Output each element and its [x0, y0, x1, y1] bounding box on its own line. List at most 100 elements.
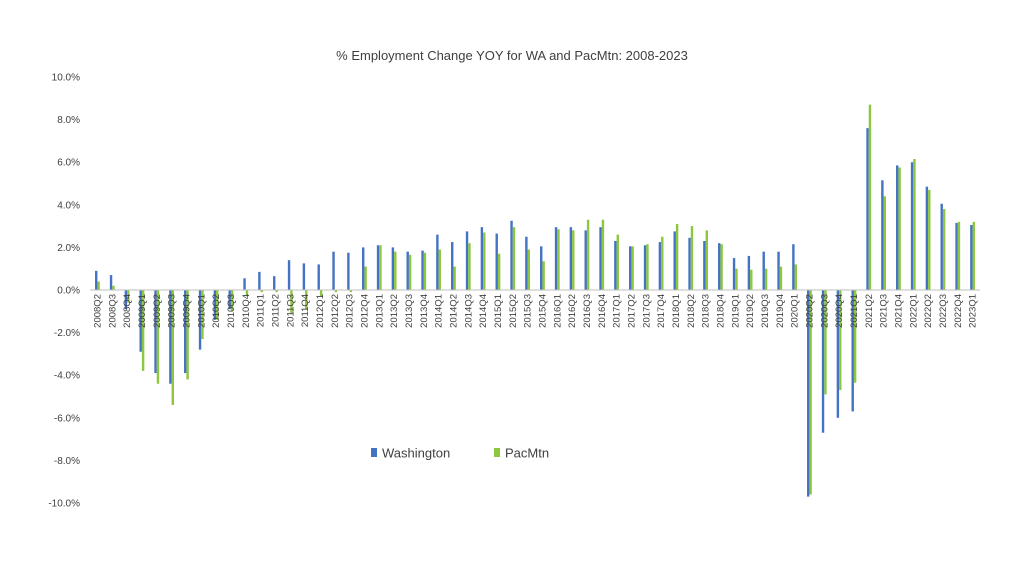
- x-tick-label: 2015Q4: [537, 294, 548, 328]
- bars: [95, 104, 975, 497]
- x-tick-label: 2011Q2: [270, 294, 281, 327]
- x-tick-label: 2020Q1: [790, 294, 801, 328]
- bar-pacmtn-2015q4: [542, 261, 545, 290]
- bar-pacmtn-2022q2: [928, 189, 931, 290]
- bar-washington-2009q2: [154, 290, 157, 374]
- bar-washington-2015q4: [540, 246, 543, 290]
- x-tick-label: 2022Q4: [953, 294, 964, 328]
- bar-pacmtn-2016q1: [557, 229, 560, 290]
- x-tick-label: 2008Q3: [107, 294, 118, 328]
- bar-washington-2009q4: [184, 290, 187, 374]
- legend-swatch-washington: [371, 448, 377, 457]
- bar-washington-2009q3: [169, 290, 172, 384]
- bar-pacmtn-2019q4: [779, 266, 783, 290]
- x-tick-label: 2010Q3: [226, 294, 237, 328]
- bar-pacmtn-2021q1: [853, 290, 857, 383]
- bar-pacmtn-2020q1: [794, 264, 797, 290]
- bar-pacmtn-2013q2: [394, 251, 397, 290]
- bar-washington-2020q2: [807, 290, 810, 497]
- bar-washington-2011q4: [302, 263, 306, 291]
- bar-washington-2018q4: [718, 243, 721, 290]
- x-tick-label: 2017Q3: [641, 294, 652, 328]
- bar-washington-2008q3: [109, 275, 113, 290]
- x-tick-label: 2016Q1: [552, 294, 563, 328]
- x-tick-label: 2011Q4: [300, 294, 311, 327]
- bar-pacmtn-2014q4: [483, 232, 486, 290]
- bar-washington-2012q1: [317, 264, 320, 290]
- bar-pacmtn-2010q4: [245, 290, 249, 297]
- bar-washington-2022q3: [940, 203, 943, 290]
- bar-washington-2010q3: [228, 290, 231, 310]
- bar-washington-2022q1: [910, 162, 914, 290]
- bar-pacmtn-2008q4: [127, 290, 130, 303]
- bar-pacmtn-2015q2: [512, 227, 516, 290]
- bar-washington-2014q2: [451, 242, 454, 290]
- x-tick-label: 2010Q4: [241, 294, 252, 328]
- x-tick-label: 2021Q1: [849, 294, 860, 328]
- bar-washington-2019q2: [747, 255, 751, 290]
- bar-pacmtn-2011q4: [305, 290, 308, 310]
- x-tick-label: 2012Q1: [315, 294, 326, 328]
- bar-pacmtn-2017q2: [631, 246, 634, 290]
- bar-washington-2016q3: [584, 230, 587, 290]
- bar-pacmtn-2017q3: [646, 244, 649, 290]
- bar-washington-2022q2: [925, 186, 929, 290]
- bar-washington-2010q1: [198, 290, 202, 350]
- bar-pacmtn-2023q1: [972, 221, 975, 290]
- x-tick-label: 2020Q3: [819, 294, 830, 328]
- bar-washington-2013q1: [376, 245, 380, 290]
- bar-washington-2009q1: [139, 290, 142, 352]
- bar-pacmtn-2014q2: [453, 266, 456, 290]
- x-tick-label: 2016Q3: [582, 294, 593, 328]
- x-tick-label: 2013Q2: [389, 294, 400, 328]
- bar-washington-2013q4: [421, 250, 424, 290]
- y-tick-label: 10.0%: [52, 73, 80, 84]
- bar-washington-2008q2: [95, 270, 98, 290]
- bar-washington-2021q1: [851, 290, 854, 412]
- bar-pacmtn-2011q1: [260, 290, 263, 293]
- bar-washington-2020q4: [836, 290, 840, 418]
- y-tick-label: -10.0%: [48, 499, 80, 510]
- x-tick-label: 2022Q3: [938, 294, 949, 328]
- bar-washington-2014q4: [480, 227, 484, 290]
- x-tick-label: 2009Q3: [167, 294, 178, 328]
- bar-washington-2017q2: [629, 246, 632, 290]
- bar-pacmtn-2018q2: [690, 226, 694, 290]
- bar-washington-2019q4: [777, 251, 780, 290]
- x-tick-label: 2019Q4: [775, 294, 786, 328]
- x-tick-label: 2008Q2: [92, 294, 103, 328]
- bar-pacmtn-2012q1: [319, 290, 323, 297]
- bar-pacmtn-2017q1: [616, 234, 619, 290]
- bar-pacmtn-2009q3: [171, 290, 174, 406]
- bar-pacmtn-2015q1: [497, 253, 501, 290]
- x-tick-label: 2023Q1: [968, 294, 979, 328]
- x-tick-label: 2015Q3: [523, 294, 534, 328]
- y-tick-label: -2.0%: [54, 328, 80, 339]
- bar-pacmtn-2013q1: [379, 245, 382, 290]
- bar-washington-2008q4: [124, 290, 128, 310]
- legend-swatch-pacmtn: [494, 448, 500, 457]
- x-tick-label: 2009Q1: [137, 294, 148, 328]
- bar-washington-2011q2: [273, 276, 276, 290]
- bar-washington-2020q1: [792, 244, 795, 290]
- bar-washington-2022q4: [955, 222, 958, 290]
- bar-washington-2012q4: [362, 247, 365, 290]
- x-tick-label: 2022Q2: [923, 294, 934, 328]
- y-tick-label: 2.0%: [57, 243, 80, 254]
- bar-pacmtn-2010q1: [201, 290, 204, 339]
- bar-pacmtn-2019q3: [764, 268, 768, 290]
- bar-pacmtn-2009q4: [186, 290, 189, 380]
- bar-washington-2013q2: [391, 247, 395, 290]
- x-tick-label: 2019Q3: [760, 294, 771, 328]
- bar-washington-2015q3: [525, 236, 528, 290]
- x-tick-label: 2021Q3: [879, 294, 890, 328]
- bar-washington-2012q3: [347, 252, 350, 290]
- x-tick-label: 2018Q4: [715, 294, 726, 328]
- bar-washington-2017q1: [614, 241, 617, 290]
- x-tick-label: 2022Q1: [908, 294, 919, 328]
- x-tick-label: 2014Q1: [434, 294, 445, 328]
- bar-pacmtn-2017q4: [661, 236, 664, 290]
- y-tick-label: -6.0%: [54, 413, 80, 424]
- x-tick-label: 2017Q4: [656, 294, 667, 328]
- bar-pacmtn-2016q2: [572, 230, 575, 290]
